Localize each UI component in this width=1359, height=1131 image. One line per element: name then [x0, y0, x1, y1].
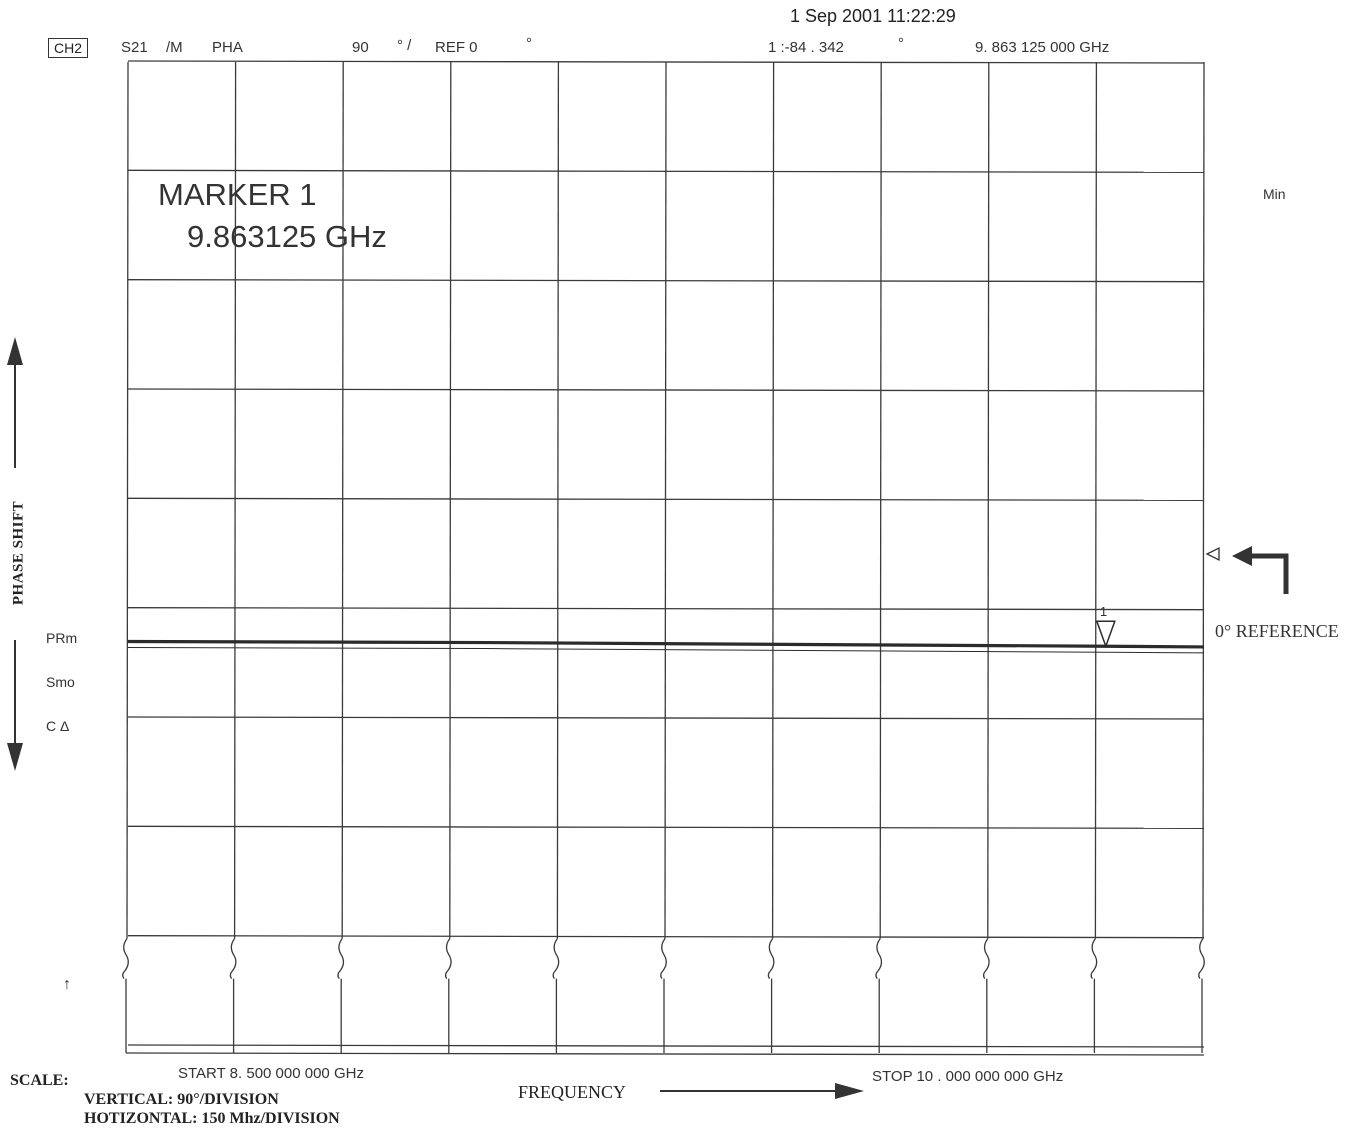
grid-line-v-break: [982, 938, 990, 980]
phase-shift-axis-title: PHASE SHIFT: [10, 500, 27, 606]
grid-line-v: [341, 61, 344, 939]
grid-line-v-break: [444, 938, 452, 980]
grid-line-v: [126, 61, 129, 939]
grid-line-h: [127, 716, 1205, 720]
scale-title: SCALE:: [10, 1072, 69, 1089]
reference-unit: °: [526, 35, 532, 52]
min-label: Min: [1263, 186, 1286, 202]
plot-grid: [122, 60, 1205, 1056]
scale-value: 90: [352, 39, 369, 56]
stop-frequency: STOP 10 . 000 000 000 GHz: [872, 1068, 1064, 1085]
phase-arrow-down-icon: [7, 743, 23, 771]
trace-layer: [127, 639, 1205, 654]
small-up-arrow-icon: ↑: [63, 976, 71, 993]
scale-unit: ° /: [397, 37, 412, 54]
grid-line-h: [127, 825, 1205, 829]
format-label: PHA: [212, 39, 243, 56]
marker-number: 1: [1100, 604, 1107, 619]
grid-line-v-break: [875, 938, 883, 980]
reference-arrow-icon: [1251, 553, 1289, 594]
grid-line-h: [127, 1044, 1205, 1048]
decorations: [7, 337, 1289, 1099]
grid-line-v-break: [660, 938, 667, 980]
reference-value: REF 0: [435, 39, 478, 56]
grid-line-v-break: [229, 938, 237, 980]
measure-mode: /M: [166, 39, 183, 56]
grid-line-v-break: [337, 938, 345, 980]
s-parameter: S21: [121, 39, 148, 56]
marker-readout: 1 :-84 . 342: [768, 39, 844, 56]
grid-line-v: [879, 61, 882, 939]
marker-frequency: 9. 863 125 000 GHz: [975, 39, 1110, 56]
grid-line-v: [771, 61, 775, 939]
grid-line-v-break: [552, 938, 560, 980]
reference-pointer-icon: [1205, 546, 1220, 562]
grid-line-v: [556, 61, 560, 939]
datetime: 1 Sep 2001 11:22:29: [790, 6, 956, 26]
grid-line-v: [233, 61, 237, 939]
grid-line-v-break: [767, 938, 775, 980]
reference-arrowhead-icon: [1232, 546, 1252, 566]
marker-layer: 1: [1095, 604, 1116, 649]
grid-line-v-break: [122, 938, 129, 980]
grid-bottom-border: [125, 1052, 1205, 1056]
marker-readout-unit: °: [898, 35, 904, 52]
grid-line-v: [1094, 61, 1098, 939]
phase-arrow-up-icon: [7, 337, 23, 365]
grid-line-v: [987, 61, 990, 939]
reference-label: 0° REFERENCE: [1215, 621, 1339, 641]
grid-line-v-break: [1090, 938, 1098, 980]
trace-line: [127, 639, 1205, 649]
vertical-scale: VERTICAL: 90°/DIVISION: [84, 1091, 279, 1108]
grid-line-v-break: [1198, 938, 1205, 980]
grid-line-v: [449, 61, 452, 939]
horizontal-scale: HOTIZONTAL: 150 Mhz/DIVISION: [84, 1110, 340, 1127]
marker-value: 9.863125 GHz: [187, 219, 387, 254]
marker-triangle-icon: [1095, 620, 1116, 649]
start-frequency: START 8. 500 000 000 GHz: [178, 1065, 364, 1082]
frequency-axis-title: FREQUENCY: [518, 1082, 627, 1102]
marker-title: MARKER 1: [158, 177, 317, 212]
frequency-arrow-icon: [835, 1083, 864, 1099]
grid-line-v: [1202, 61, 1205, 939]
grid-line-h: [127, 935, 1205, 939]
channel-badge: CH2: [48, 38, 89, 58]
status-smo: Smo: [46, 674, 75, 690]
trace-line-thin: [127, 646, 1205, 654]
status-c-delta: C Δ: [46, 718, 70, 734]
status-prm: PRm: [46, 630, 78, 646]
grid-line-v: [664, 61, 667, 939]
